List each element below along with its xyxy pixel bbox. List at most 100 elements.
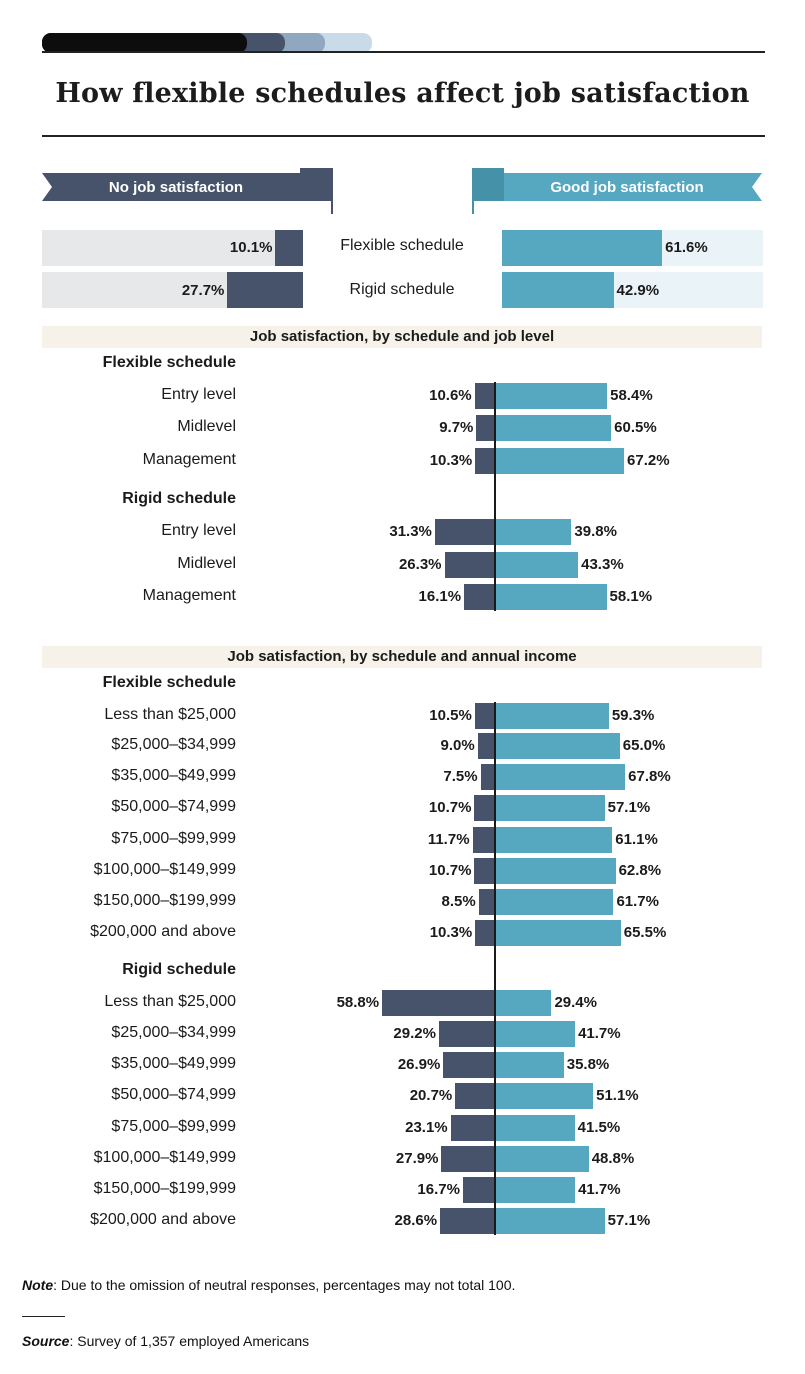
bar-good-satisfaction <box>495 552 579 578</box>
summary-bar-good <box>502 272 614 308</box>
footnote-label: Note <box>22 1277 54 1293</box>
value-no-satisfaction: 26.9% <box>397 1056 441 1073</box>
bar-no-satisfaction <box>438 1021 495 1047</box>
bar-good-satisfaction <box>495 795 605 821</box>
value-no-satisfaction: 10.5% <box>429 707 472 724</box>
value-good-satisfaction: 59.3% <box>611 707 655 724</box>
value-no-satisfaction: 9.7% <box>439 419 474 436</box>
bar-good-satisfaction <box>495 1052 564 1078</box>
center-axis <box>494 382 496 611</box>
legend <box>42 168 762 214</box>
value-good-satisfaction: 65.5% <box>623 924 667 941</box>
summary-value-no: 27.7% <box>181 282 225 299</box>
value-good-satisfaction: 58.1% <box>609 588 653 605</box>
value-no-satisfaction: 7.5% <box>443 768 478 785</box>
row-label: $75,000–$99,999 <box>111 1118 236 1135</box>
value-no-satisfaction: 29.2% <box>393 1025 436 1042</box>
row-label: Entry level <box>161 522 236 539</box>
summary-bar-no <box>275 230 303 266</box>
legend-no-label: No job satisfaction <box>108 179 244 196</box>
bar-good-satisfaction <box>495 519 572 545</box>
value-no-satisfaction: 10.6% <box>429 387 472 404</box>
bar-good-satisfaction <box>495 827 613 853</box>
strip-black-segment <box>42 33 247 53</box>
row-label: Midlevel <box>177 418 236 435</box>
row-label: $200,000 and above <box>90 1211 236 1228</box>
value-no-satisfaction: 28.6% <box>394 1212 438 1229</box>
row-label: Midlevel <box>177 555 236 572</box>
value-good-satisfaction: 43.3% <box>581 556 624 573</box>
bar-good-satisfaction <box>495 584 607 610</box>
bar-good-satisfaction <box>495 858 616 884</box>
footnote: Note: Due to the omission of neutral res… <box>22 1277 515 1293</box>
bar-no-satisfaction <box>444 552 495 578</box>
row-label: $35,000–$49,999 <box>111 1055 236 1072</box>
value-no-satisfaction: 16.1% <box>418 588 462 605</box>
legend-no-tab <box>300 168 333 201</box>
value-good-satisfaction: 65.0% <box>622 737 666 754</box>
value-no-satisfaction: 10.7% <box>428 862 472 879</box>
bar-good-satisfaction <box>495 920 621 946</box>
value-no-satisfaction: 8.5% <box>441 893 476 910</box>
top-rule <box>42 51 765 53</box>
value-good-satisfaction: 41.7% <box>578 1025 621 1042</box>
summary-label: Flexible schedule <box>340 237 464 254</box>
row-label: $35,000–$49,999 <box>111 767 236 784</box>
bar-good-satisfaction <box>495 448 625 474</box>
bar-no-satisfaction <box>472 827 495 853</box>
value-no-satisfaction: 9.0% <box>440 737 475 754</box>
value-no-satisfaction: 11.7% <box>427 831 470 848</box>
bar-no-satisfaction <box>474 795 495 821</box>
summary-bar-no <box>227 272 303 308</box>
row-label: $50,000–$74,999 <box>111 1086 236 1103</box>
value-good-satisfaction: 41.7% <box>578 1181 621 1198</box>
bar-no-satisfaction <box>477 733 495 759</box>
bar-good-satisfaction <box>495 1146 589 1172</box>
legend-good-pole <box>472 168 474 214</box>
group-title: Rigid schedule <box>122 490 236 507</box>
row-label: $200,000 and above <box>90 923 236 940</box>
bar-no-satisfaction <box>476 415 495 441</box>
summary-row-no-bg <box>42 230 303 266</box>
value-good-satisfaction: 29.4% <box>554 994 597 1011</box>
bar-no-satisfaction <box>441 1146 495 1172</box>
value-good-satisfaction: 57.1% <box>607 799 651 816</box>
value-good-satisfaction: 62.8% <box>618 862 662 879</box>
section-title: Job satisfaction, by schedule and annual… <box>42 646 762 668</box>
value-good-satisfaction: 67.2% <box>627 452 670 469</box>
bar-no-satisfaction <box>440 1208 495 1234</box>
bar-good-satisfaction <box>495 733 620 759</box>
value-good-satisfaction: 48.8% <box>591 1150 635 1167</box>
value-good-satisfaction: 35.8% <box>566 1056 610 1073</box>
value-good-satisfaction: 67.8% <box>628 768 671 785</box>
row-label: $150,000–$199,999 <box>93 892 236 909</box>
bar-good-satisfaction <box>495 764 626 790</box>
bar-good-satisfaction <box>495 1021 576 1047</box>
bar-no-satisfaction <box>443 1052 495 1078</box>
row-label: Less than $25,000 <box>104 706 236 723</box>
row-label: Management <box>142 587 236 604</box>
value-good-satisfaction: 61.1% <box>615 831 658 848</box>
value-no-satisfaction: 27.9% <box>395 1150 439 1167</box>
legend-good-tab <box>472 168 504 201</box>
bar-good-satisfaction <box>495 415 612 441</box>
bar-good-satisfaction <box>495 383 608 409</box>
row-label: $50,000–$74,999 <box>111 798 236 815</box>
row-label: $150,000–$199,999 <box>93 1180 236 1197</box>
summary-value-no: 10.1% <box>229 239 273 256</box>
bar-no-satisfaction <box>462 1177 495 1203</box>
value-good-satisfaction: 57.1% <box>607 1212 651 1229</box>
source-text: : Survey of 1,357 employed Americans <box>69 1333 310 1349</box>
value-no-satisfaction: 16.7% <box>417 1181 460 1198</box>
bar-no-satisfaction <box>480 764 495 790</box>
value-good-satisfaction: 51.1% <box>596 1087 639 1104</box>
row-label: Entry level <box>161 386 236 403</box>
summary-value-good: 61.6% <box>665 239 708 256</box>
bar-no-satisfaction <box>475 920 495 946</box>
row-label: $75,000–$99,999 <box>111 830 236 847</box>
value-no-satisfaction: 26.3% <box>398 556 442 573</box>
row-label: $100,000–$149,999 <box>93 861 236 878</box>
bar-no-satisfaction <box>474 383 495 409</box>
bar-good-satisfaction <box>495 990 552 1016</box>
bar-good-satisfaction <box>495 1083 594 1109</box>
